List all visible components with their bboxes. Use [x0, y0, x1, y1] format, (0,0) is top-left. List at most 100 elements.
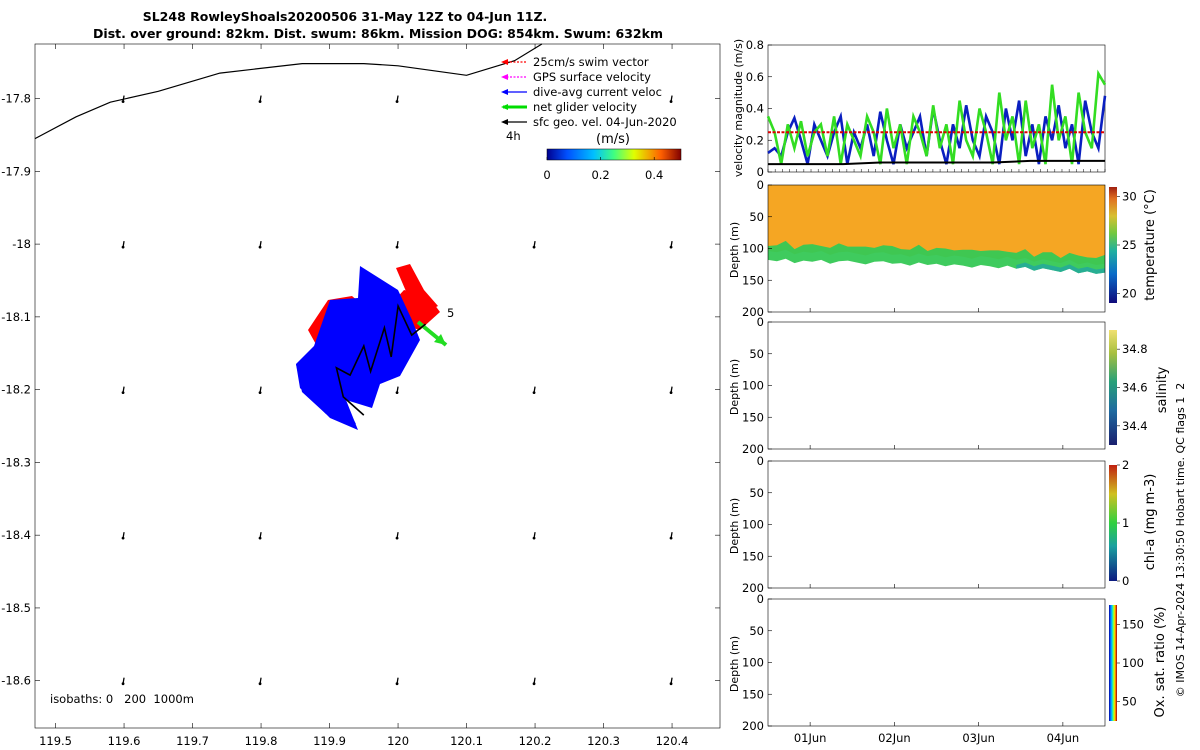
oxygen-colorbar-label: Ox. sat. ratio (%) [1153, 607, 1168, 718]
depth-tick-label: 50 [749, 624, 764, 638]
sfc-geo-arrowhead [395, 682, 399, 686]
speed-colorbar [546, 148, 682, 161]
dive-avg-vectors [296, 266, 420, 430]
title-line-1: SL248 RowleyShoals20200506 31-May 12Z to… [143, 9, 548, 24]
depth-tick-label: 0 [757, 592, 764, 606]
speed-colorbar-tick-label: 0 [543, 168, 550, 182]
map-ytick-label: -18.5 [1, 601, 31, 615]
legend-label: net glider velocity [533, 100, 637, 114]
temperature-ylabel: Depth (m) [728, 222, 741, 278]
chla-colorbar [1109, 465, 1117, 581]
imos-credit: © IMOS 14-Apr-2024 13:30:50 Hobart time.… [1174, 383, 1187, 697]
legend-arrowhead [501, 89, 508, 95]
title-line-2: Dist. over ground: 82km. Dist. swum: 86k… [93, 26, 663, 41]
sfc-geo-arrowhead [395, 100, 399, 103]
colorbar-tick-label: 100 [1122, 656, 1144, 670]
salinity-ylabel: Depth (m) [728, 359, 741, 415]
speed-colorbar-title: (m/s) [596, 132, 630, 147]
colorbar-ticks: 20 25 30 34.4 34.6 34.8 0 1 2 50 100 150 [1117, 190, 1148, 709]
map-ytick-label: -18.2 [1, 383, 31, 397]
map-xtick-label: 119.9 [313, 734, 346, 748]
salinity-axes-frame [767, 321, 1106, 450]
depth-tick-label: 0 [757, 454, 764, 468]
right-panels: 0 0.2 0.4 0.6 0.8 velocity magnitude (m/s) 0… [728, 38, 1187, 745]
map-annotation-4h: 4h [506, 129, 521, 143]
map-panel: 119.5 119.6 119.7 119.8 119.9 120 120.1 120.2 12… [1, 43, 721, 748]
depth-tick-label: 150 [742, 273, 764, 287]
depth-tick-label: 100 [742, 518, 764, 532]
sfc-geo-arrowhead [669, 391, 673, 395]
chla-axes-frame [767, 460, 1106, 589]
speed-colorbar-tick-label: 0.4 [645, 168, 663, 182]
map-axes-frame [34, 43, 721, 729]
legend-label: 25cm/s swim vector [533, 55, 649, 69]
sfc-geo-arrowhead [669, 536, 673, 540]
legend-arrowhead [501, 119, 508, 125]
isobaths-label: isobaths: 0 200 1000m [50, 692, 194, 706]
legend-label: GPS surface velocity [533, 70, 651, 84]
depth-tick-label: 100 [742, 656, 764, 670]
depth-tick-label: 200 [742, 442, 764, 456]
oxygen-ylabel: Depth (m) [728, 636, 741, 692]
sfc-geo-arrowhead [669, 682, 673, 686]
map-ytick-label: -18.3 [1, 455, 31, 469]
colorbar-tick-label: 30 [1122, 190, 1137, 204]
depth-tick-label: 100 [742, 379, 764, 393]
sfc-geo-arrowhead [121, 536, 125, 540]
sfc-geo-arrowhead [258, 536, 262, 540]
sfc-geo-arrowhead [121, 100, 125, 103]
colorbar-tick-label: 34.6 [1122, 381, 1148, 395]
colorbar-tick-label: 34.8 [1122, 342, 1148, 356]
sfc-geo-arrowhead [121, 391, 125, 395]
glider-swath [296, 264, 448, 430]
colorbar-tick-label: 1 [1122, 516, 1129, 530]
map-ticks: 119.5 119.6 119.7 119.8 119.9 120 120.1 120.2 12… [1, 44, 720, 748]
temperature-colorbar [1109, 187, 1117, 303]
velocity-ytick-label: 0.8 [746, 38, 764, 52]
chla-ylabel: Depth (m) [728, 498, 741, 554]
legend-arrowhead [501, 74, 508, 80]
depth-tick-label: 150 [742, 410, 764, 424]
oxygen-axes-frame [767, 598, 1106, 727]
colorbar-tick-label: 34.4 [1122, 419, 1148, 433]
velocity-series-line [768, 159, 1105, 166]
sfc-geo-arrowhead [532, 682, 536, 686]
sfc-geo-arrowhead [258, 682, 262, 686]
velocity-series-line [766, 69, 1107, 165]
speed-colorbar-ticks: 0 0.2 0.4 [543, 157, 663, 182]
temperature-colorbar-label: temperature (°C) [1143, 189, 1158, 301]
depth-tick-label: 50 [749, 347, 764, 361]
time-tick-label: 01Jun [794, 731, 827, 745]
chla-colorbar-label: chl-a (mg m-3) [1143, 474, 1158, 571]
sfc-geo-arrowhead [669, 245, 673, 249]
depth-ticks: 0501001502000501001502000501001502000501… [742, 178, 772, 733]
depth-tick-label: 200 [742, 581, 764, 595]
map-xtick-label: 120.4 [656, 734, 689, 748]
map-ytick-label: -17.9 [1, 164, 31, 178]
map-xtick-label: 119.6 [108, 734, 141, 748]
salinity-colorbar [1109, 330, 1117, 445]
colorbar-tick-label: 150 [1122, 617, 1144, 631]
map-xtick-label: 119.5 [39, 734, 72, 748]
depth-tick-label: 50 [749, 486, 764, 500]
glider-track [335, 303, 426, 416]
sfc-geo-arrowhead [532, 245, 536, 249]
dive-avg-vectors-lower [296, 364, 356, 424]
map-xtick-label: 119.7 [176, 734, 209, 748]
map-xtick-label: 120.3 [587, 734, 620, 748]
depth-tick-label: 0 [757, 178, 764, 192]
time-tick-label: 03Jun [962, 731, 995, 745]
depth-tick-label: 150 [742, 687, 764, 701]
map-xtick-label: 120 [387, 734, 409, 748]
temperature-panel [767, 184, 1106, 313]
oxygen-colorbar [1109, 605, 1117, 721]
sfc-geo-arrowhead [258, 391, 262, 395]
map-xtick-label: 120.1 [450, 734, 483, 748]
current-arrows [121, 95, 673, 686]
swim-vectors-red-upper [396, 264, 438, 312]
time-tick-label: 02Jun [878, 731, 911, 745]
depth-tick-label: 100 [742, 242, 764, 256]
velocity-ytick-label: 0.4 [746, 102, 764, 116]
